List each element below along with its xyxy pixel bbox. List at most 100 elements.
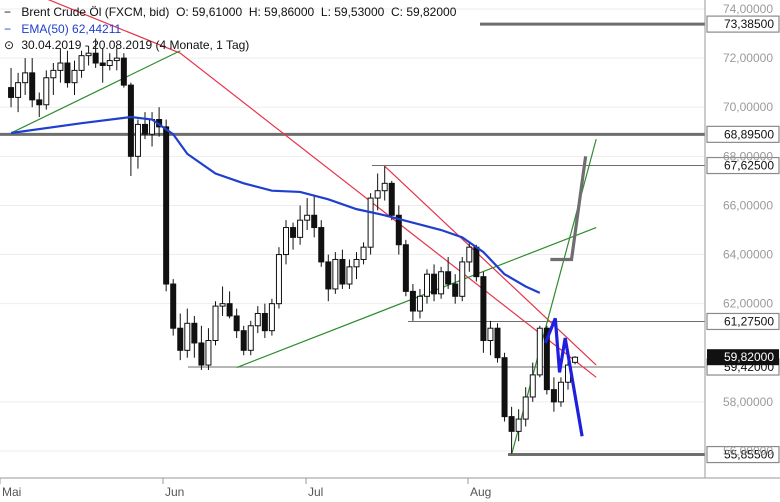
trendline-red-1 [47,0,597,378]
candle [367,193,374,255]
y-tick-label: 70,00000 [723,100,773,114]
candle [388,180,395,221]
y-tick-label: 74,00000 [723,2,773,16]
candle [184,308,191,358]
projections [543,156,588,437]
candle [290,222,297,250]
candle [346,259,353,289]
candle [297,205,304,245]
y-tick-label: 62,00000 [723,297,773,311]
candle-body [50,69,57,79]
candle [466,242,473,272]
candle-body [283,227,289,256]
candle [113,48,120,71]
candle [424,269,430,304]
candle-body [170,283,177,329]
candle [381,166,388,201]
candle [50,63,57,95]
candle-body [431,273,438,295]
bearish-projection [543,317,584,437]
level-label: 73,38500 [724,17,774,31]
y-tick-label: 66,00000 [723,198,773,212]
candle [332,252,339,294]
candle [198,325,205,370]
close-value: C: 59,82000 [387,5,457,19]
x-tick-label: Aug [470,485,491,499]
current-price-badge [707,349,779,366]
candle [170,279,177,336]
candle [29,58,36,108]
candle-body [191,322,198,344]
candle [106,53,113,71]
candle [459,257,466,302]
candle [254,306,261,334]
candle [522,387,529,427]
candle [311,195,318,238]
x-tick-label: Jul [308,485,323,499]
candle-body [424,273,430,297]
candle [487,320,494,356]
candle-body [43,77,50,106]
candle [226,291,233,319]
candle-body [36,99,43,106]
candle-body [29,72,36,101]
candle [501,352,508,422]
candle-body [233,315,240,332]
candle-body [572,356,579,363]
candle [480,271,487,353]
candle [360,242,367,265]
candle [550,377,557,412]
chart-title: Brent Crude Öl (FXCM, bid) [21,5,170,19]
candle [536,325,543,378]
y-tick-label: 68,00000 [723,149,773,163]
y-tick-label: 72,00000 [723,51,773,65]
candle [261,303,268,339]
y-grid [0,8,705,452]
candle [339,249,346,289]
candle-body [409,290,416,312]
candle-body [416,295,423,312]
candle-body [163,126,170,285]
candle-body [445,271,452,285]
candle [64,50,71,88]
minus-icon: − [4,5,12,19]
trendline-green-2 [236,226,597,369]
clock-icon: ⊙ [4,38,15,52]
x-axis: Mai Jun Jul Aug [0,477,780,499]
y-tick-label: 56,00000 [723,444,773,458]
candle [233,308,240,339]
candle-body [402,244,409,292]
level-badge [706,445,780,464]
candle-body [395,214,402,246]
x-tick-label: Mai [2,485,21,499]
candle-body [254,312,261,327]
candle [283,220,289,265]
candle [416,288,423,319]
candle-body [459,261,466,297]
candle-body [543,327,550,391]
candle-body [388,182,395,216]
candle-body [127,84,134,157]
candle [494,323,501,363]
y-tick-label: 64,00000 [723,248,773,262]
range-info: (4 Monate, 1 Tag) [155,38,250,52]
candle [402,239,409,297]
candle-body [501,357,508,418]
candle [515,409,522,442]
candle-body [198,342,205,366]
candle [431,264,438,302]
candle [445,257,452,289]
candle [191,315,198,358]
level-badge [706,156,780,175]
candle-body [71,69,78,84]
level-badge [706,312,780,331]
candle-body [290,227,297,238]
x-tick-label: Jun [165,485,184,499]
candle-body [311,214,318,229]
candle [57,48,64,83]
ema-legend: − EMA(50) 62,44211 [4,22,121,36]
candle-body [438,271,445,295]
candle [149,112,156,147]
candle-body [78,55,85,71]
